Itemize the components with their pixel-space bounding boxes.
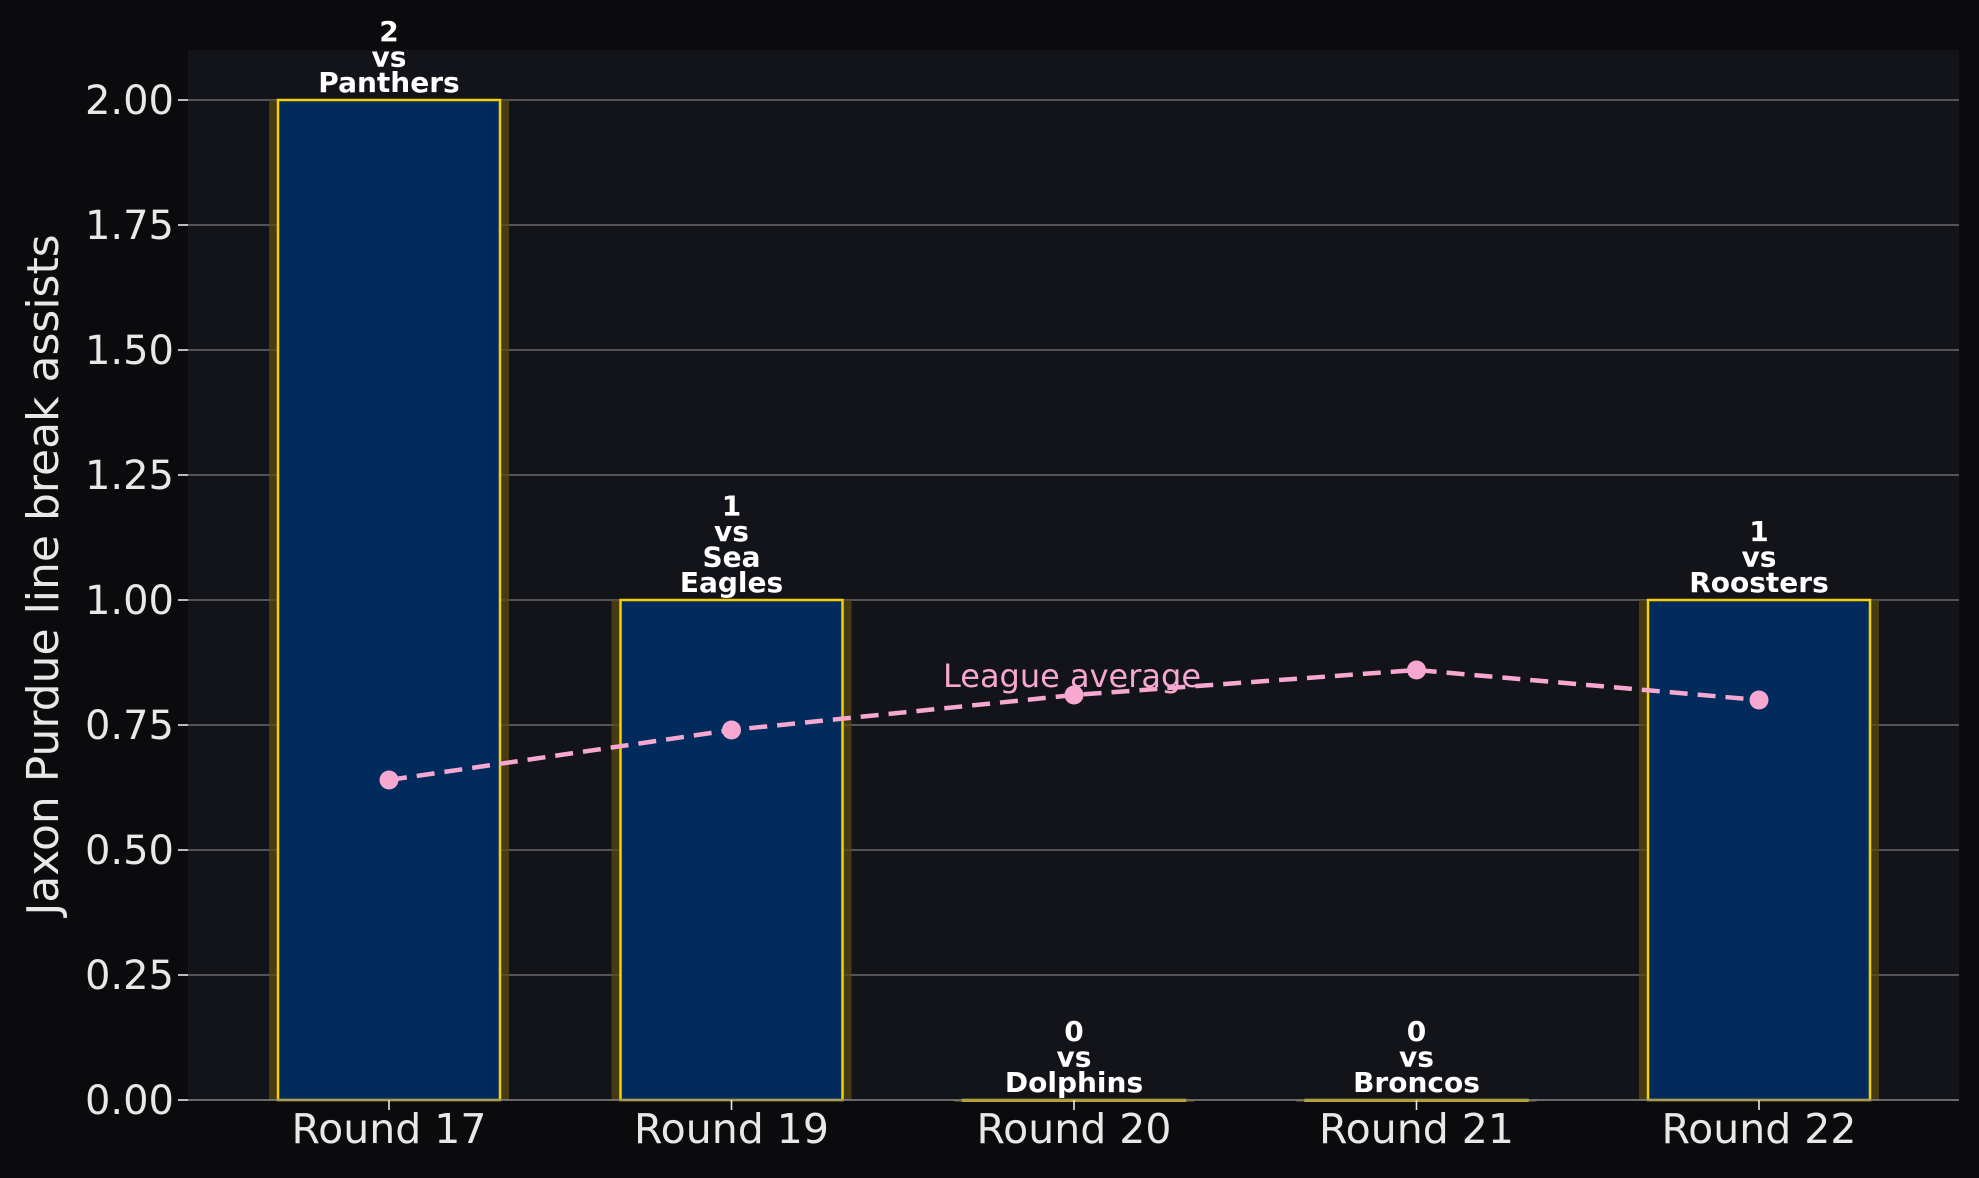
bar-value-label: vs <box>1742 541 1777 574</box>
x-tick-label: Round 21 <box>1319 1105 1514 1153</box>
league-average-label: League average <box>943 657 1201 695</box>
y-tick-label: 0.00 <box>85 1078 174 1124</box>
bar-value-label: 0 <box>1407 1015 1426 1048</box>
bar <box>276 98 502 1102</box>
bar-value-label: Broncos <box>1353 1066 1480 1099</box>
bar-value-label: vs <box>372 41 407 74</box>
y-tick-label: 1.75 <box>85 203 174 249</box>
bar-value-label: Sea <box>702 541 760 574</box>
y-axis-title: Jaxon Purdue line break assists <box>18 234 69 918</box>
y-tick-label: 0.25 <box>85 953 174 999</box>
bar-value-label: vs <box>1399 1041 1434 1074</box>
bar-value-label: Eagles <box>680 566 783 599</box>
bar-value-label: Roosters <box>1689 566 1829 599</box>
bar-value-label: Panthers <box>318 66 459 99</box>
y-tick-label: 0.75 <box>85 703 174 749</box>
league-average-point <box>722 720 741 740</box>
bar-value-label: 2 <box>379 15 398 48</box>
bar-value-label: 1 <box>722 490 741 523</box>
bar-value-label: vs <box>1057 1041 1092 1074</box>
bar-value-labels: 2vsPanthers1vsSeaEagles0vsDolphins0vsBro… <box>318 15 1828 1099</box>
x-tick-label: Round 20 <box>977 1105 1172 1153</box>
league-average-point <box>1407 660 1426 680</box>
bar-value-label: 1 <box>1749 515 1768 548</box>
y-tick-label: 1.25 <box>85 453 174 499</box>
y-tick-label: 1.00 <box>85 578 174 624</box>
x-tick-label: Round 17 <box>292 1105 487 1153</box>
bar <box>1646 598 1872 1102</box>
bar <box>619 598 844 1102</box>
y-tick-label: 1.50 <box>85 328 174 374</box>
league-average-path <box>388 667 1760 783</box>
bar-value-label: Dolphins <box>1005 1066 1143 1099</box>
axes: 0.00 0.25 0.50 0.75 1.00 1.25 1.50 1.75 2.00 Roun… <box>85 78 1959 1153</box>
league-average-point <box>1749 690 1769 710</box>
bars <box>276 98 1872 1102</box>
y-tick-label: 0.50 <box>85 828 174 874</box>
bar-value-label: vs <box>714 515 749 548</box>
x-tick-label: Round 22 <box>1662 1105 1857 1153</box>
league-average-point <box>379 770 399 790</box>
league-average-line <box>379 660 1769 790</box>
bar-value-label: 0 <box>1064 1015 1083 1048</box>
y-tick-label: 2.00 <box>85 78 174 124</box>
x-tick-label: Round 19 <box>634 1105 829 1153</box>
league-average-point <box>1064 685 1084 705</box>
